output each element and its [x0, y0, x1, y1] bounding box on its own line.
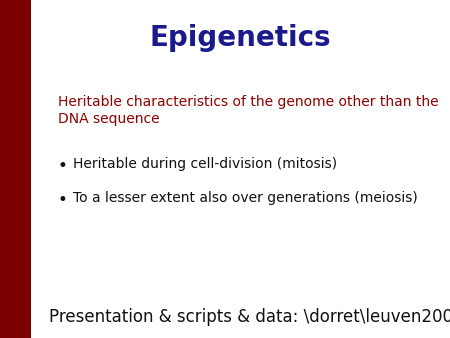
- Text: Heritable characteristics of the genome other than the
DNA sequence: Heritable characteristics of the genome …: [58, 95, 438, 126]
- Text: Epigenetics: Epigenetics: [149, 24, 331, 52]
- Text: •: •: [58, 191, 68, 209]
- Text: Heritable during cell-division (mitosis): Heritable during cell-division (mitosis): [73, 157, 338, 171]
- Text: Presentation & scripts & data: \dorret\leuven2008: Presentation & scripts & data: \dorret\l…: [49, 308, 450, 325]
- Bar: [0, 0, 31, 338]
- Text: •: •: [58, 157, 68, 175]
- Text: To a lesser extent also over generations (meiosis): To a lesser extent also over generations…: [73, 191, 418, 205]
